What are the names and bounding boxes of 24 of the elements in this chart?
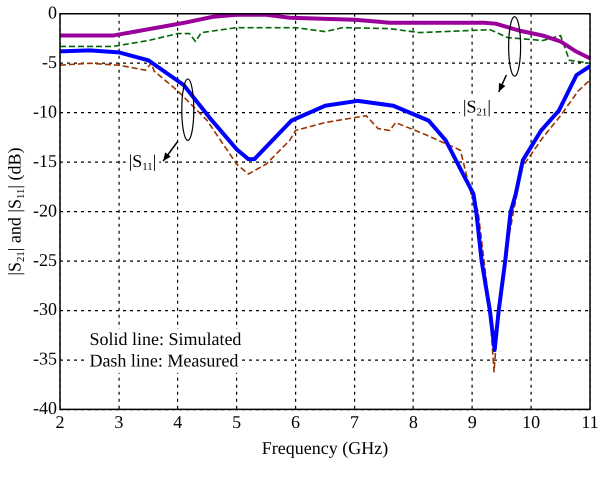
x-tick-label: 9 (468, 412, 477, 432)
y-tick-label: -40 (32, 398, 57, 418)
y-tick-label: -30 (32, 299, 57, 320)
annotation: Dash line: Measured (89, 350, 238, 371)
x-tick-label: 5 (232, 412, 242, 432)
x-axis-title: Frequency (GHz) (262, 438, 388, 458)
y-tick-label: -35 (32, 348, 57, 369)
annotation: Solid line: Simulated (89, 328, 242, 349)
y-tick-label: -10 (32, 101, 57, 122)
x-tick-label: 11 (581, 412, 599, 432)
x-tick-label: 8 (408, 412, 418, 432)
line-series (60, 26, 590, 64)
x-tick-label: 10 (522, 412, 540, 432)
y-tick-label: 0 (48, 2, 57, 23)
x-tick-label: 2 (55, 412, 64, 432)
y-tick-label: -25 (32, 250, 57, 270)
y-tick-label: -15 (32, 150, 57, 171)
y-tick-label: -20 (32, 200, 57, 220)
x-tick-label: 3 (114, 412, 124, 432)
x-tick-label: 4 (173, 412, 182, 432)
x-tick-label: 7 (350, 412, 359, 432)
x-tick-label: 6 (291, 412, 300, 432)
y-axis-title: |S21| and |S11| (dB) (4, 148, 27, 276)
y-tick-label: -5 (42, 52, 57, 72)
